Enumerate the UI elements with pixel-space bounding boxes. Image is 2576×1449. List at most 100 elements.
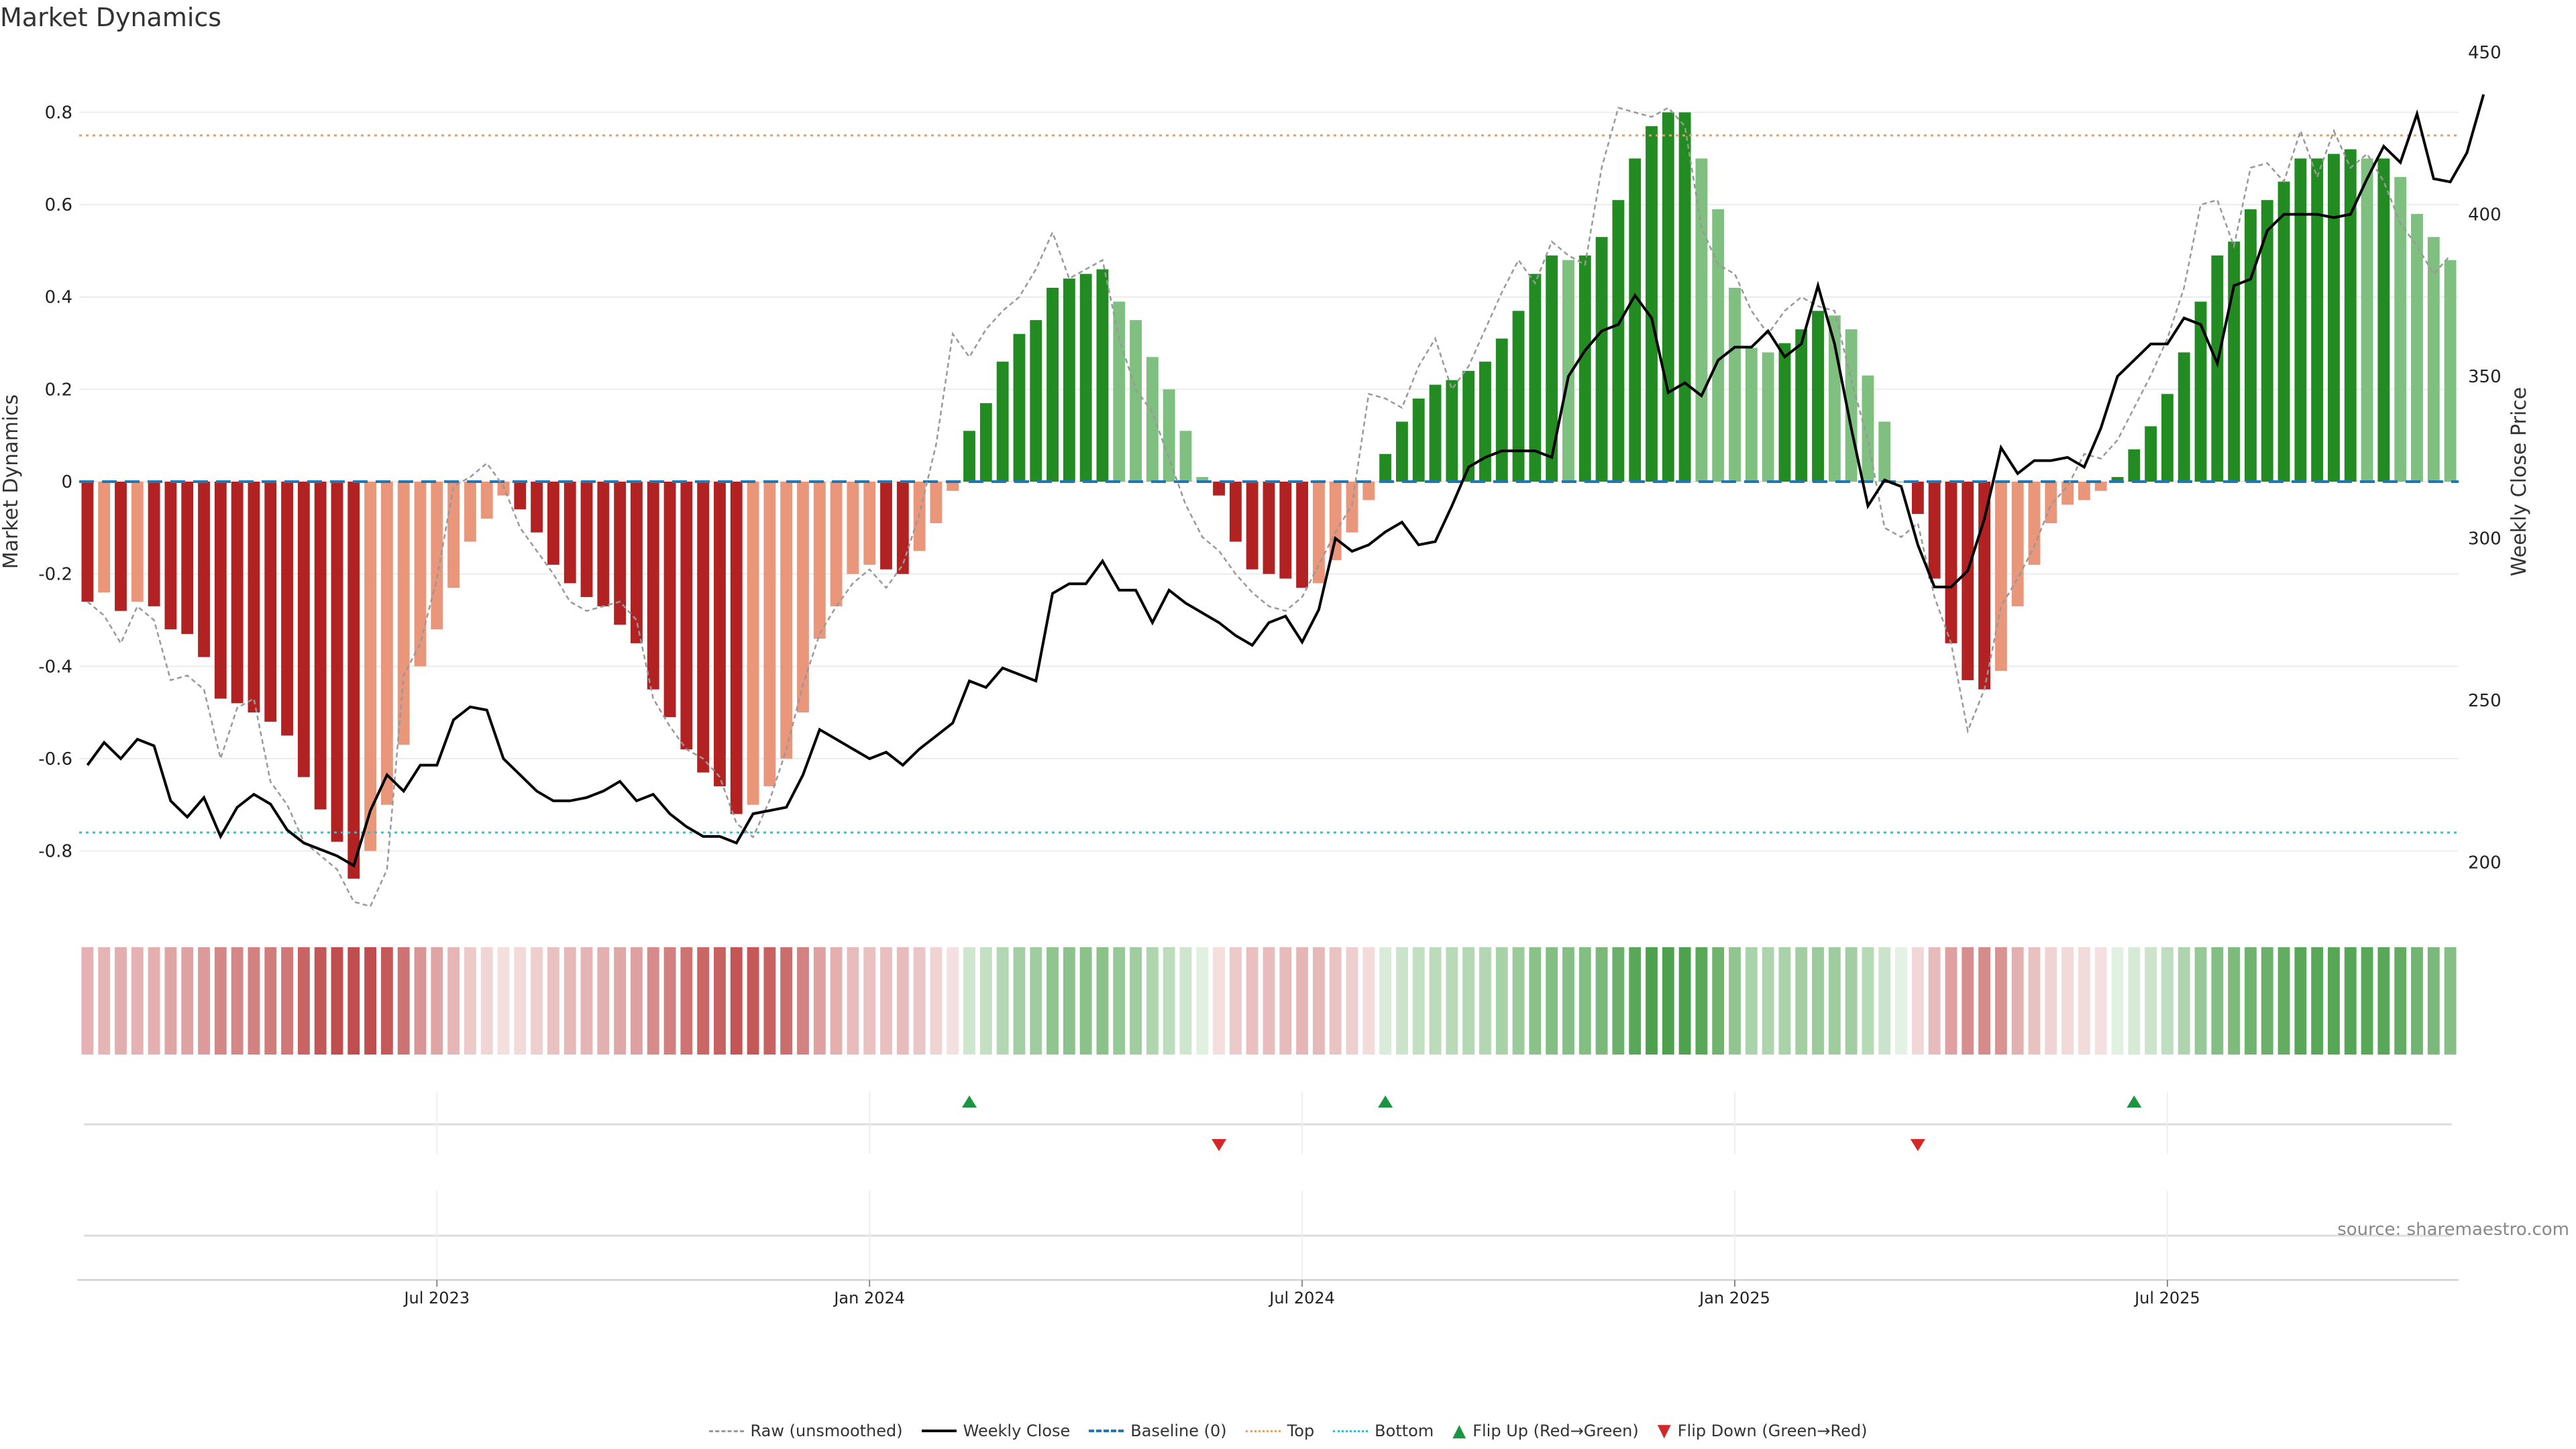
heat-strip-cell (1063, 947, 1075, 1055)
heat-strip-cell (297, 947, 310, 1055)
bar (1013, 333, 1026, 482)
y-tick-label: 0.6 (45, 195, 72, 215)
heat-strip-cell (1096, 947, 1109, 1055)
heat-strip-cell (531, 947, 543, 1055)
bar (1712, 209, 1725, 482)
heat-strip-cell (1795, 947, 1808, 1055)
heat-strip-cell (1246, 947, 1258, 1055)
y-tick-label: 0 (61, 472, 72, 492)
y2-tick-label: 350 (2468, 367, 2502, 387)
heat-strip-cell (464, 947, 476, 1055)
heat-strip-cell (1030, 947, 1042, 1055)
bar (763, 482, 776, 787)
heat-strip-cell (164, 947, 177, 1055)
heat-strip-cell (1994, 947, 2007, 1055)
y-tick-label: -0.2 (38, 565, 72, 585)
heat-strip-cell (1495, 947, 1508, 1055)
heat-strip-cell (264, 947, 277, 1055)
heat-strip-cell (414, 947, 427, 1055)
heat-strip-cell (2061, 947, 2074, 1055)
chart-title: Market Dynamics (0, 3, 222, 32)
heat-strip-cell (614, 947, 627, 1055)
heat-strip-cell (1778, 947, 1791, 1055)
x-tick-label: Jul 2025 (2133, 1289, 2200, 1307)
y2-axis-label: Weekly Close Price (2508, 387, 2531, 576)
legend-raw: Raw (unsmoothed) (708, 1421, 903, 1440)
bar (464, 482, 476, 542)
heat-strip-cell (930, 947, 943, 1055)
heat-strip-cell (1113, 947, 1126, 1055)
heat-strip-cell (1928, 947, 1941, 1055)
heat-strip-cell (1479, 947, 1491, 1055)
bar (813, 482, 826, 639)
bar (2078, 482, 2090, 500)
heat-strip-cell (2427, 947, 2440, 1055)
x-tick-label: Jul 2024 (1268, 1289, 1335, 1307)
bar (963, 431, 975, 482)
bar (747, 482, 759, 805)
bar (1096, 269, 1109, 482)
bar (2111, 477, 2124, 482)
bar (297, 482, 310, 777)
bar (2228, 241, 2241, 482)
bar (1296, 482, 1309, 588)
bar (2261, 200, 2273, 482)
heat-strip-cell (1046, 947, 1059, 1055)
heat-strip-cell (2377, 947, 2390, 1055)
heat-strip-cell (1229, 947, 1242, 1055)
heat-strip-cell (1013, 947, 1026, 1055)
bar (1079, 274, 1092, 482)
bar (1246, 482, 1258, 570)
bar (1412, 398, 1425, 482)
heat-strip-cell (847, 947, 859, 1055)
heat-strip-cell (1079, 947, 1092, 1055)
bar (214, 482, 227, 699)
heat-strip-cell (514, 947, 527, 1055)
heat-strip-cell (1213, 947, 1226, 1055)
heat-strip-cell (1895, 947, 1907, 1055)
legend-flip-up: ▲ Flip Up (Red→Green) (1452, 1421, 1639, 1441)
heat-strip-cell (1296, 947, 1309, 1055)
bar (431, 482, 443, 630)
flip-up-marker (2127, 1095, 2142, 1108)
bar (863, 482, 876, 565)
heat-strip-cell (397, 947, 410, 1055)
heat-strip-cell (447, 947, 460, 1055)
triangle-up-icon: ▲ (1452, 1421, 1466, 1441)
heat-strip-cell (1429, 947, 1442, 1055)
heat-strip-cell (98, 947, 111, 1055)
bar (1729, 287, 1741, 482)
heat-strip-cell (380, 947, 393, 1055)
bar (947, 482, 959, 491)
bar (1396, 421, 1408, 482)
bar (2145, 426, 2157, 482)
bar (1762, 352, 1774, 482)
bar (531, 482, 543, 533)
heat-strip-cell (2078, 947, 2090, 1055)
heat-strip-cell (364, 947, 377, 1055)
heat-strip-cell (1346, 947, 1358, 1055)
bar (347, 482, 360, 879)
bar (164, 482, 177, 630)
raw-series-line (87, 107, 2451, 908)
flip-down-marker (1212, 1139, 1227, 1151)
y2-tick-label: 200 (2468, 853, 2502, 873)
bar (1994, 482, 2007, 672)
bar (1562, 260, 1574, 482)
bar (198, 482, 210, 657)
heat-strip-cell (1446, 947, 1458, 1055)
bar (730, 482, 743, 814)
heat-strip-cell (1695, 947, 1708, 1055)
heat-strip-cell (547, 947, 559, 1055)
heat-strip-cell (1163, 947, 1175, 1055)
bar (1113, 301, 1126, 482)
bar (1778, 343, 1791, 482)
x-tick-label: Jul 2023 (402, 1289, 470, 1307)
bar (480, 482, 493, 519)
heat-strip-cell (2294, 947, 2307, 1055)
bar (514, 482, 527, 510)
heat-strip-cell (1862, 947, 1874, 1055)
bar (2411, 213, 2423, 482)
heat-strip-cell (2111, 947, 2124, 1055)
